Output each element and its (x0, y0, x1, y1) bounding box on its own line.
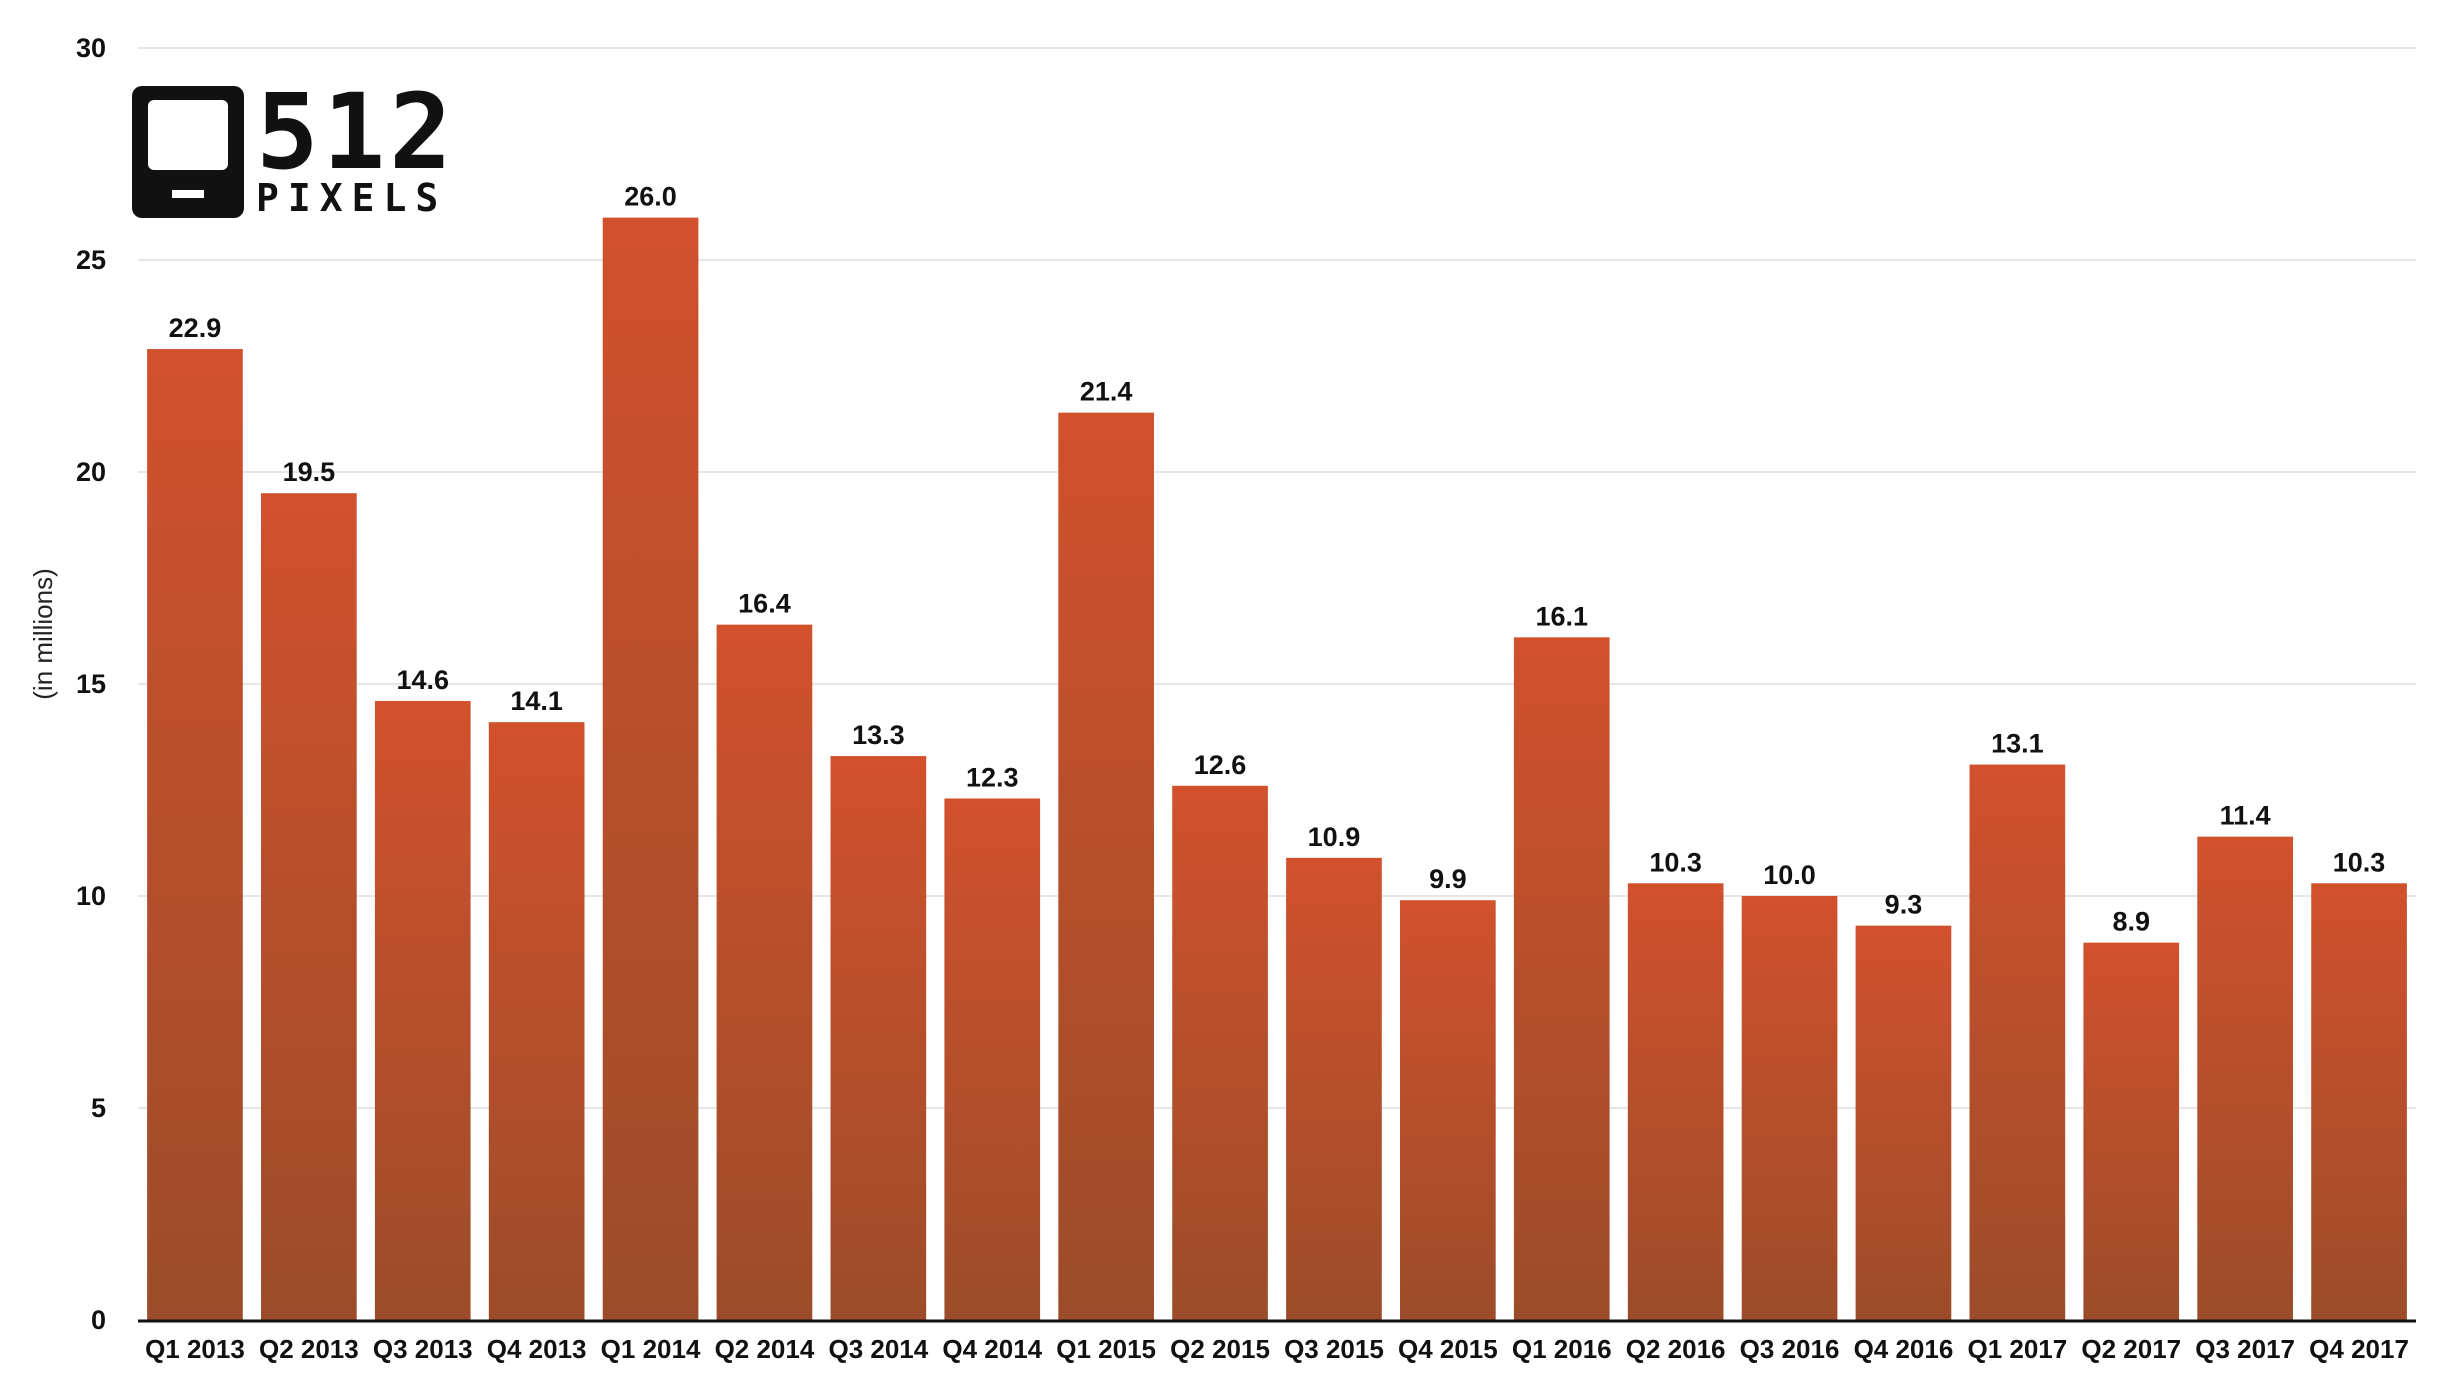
bar (147, 349, 243, 1320)
x-tick-label: Q1 2014 (601, 1334, 701, 1364)
x-axis-ticks: Q1 2013 Q2 2013 Q3 2013 Q4 2013 Q1 2014 Q2 20… (145, 1334, 2409, 1364)
bar-value-label: 16.4 (738, 589, 791, 619)
y-axis-ticks: 0 5 10 15 20 25 30 (76, 33, 106, 1335)
x-tick-label: Q4 2015 (1398, 1334, 1498, 1364)
y-tick-label: 15 (76, 669, 106, 699)
512-pixels-logo: 512 PIXELS (132, 80, 452, 220)
x-tick-label: Q3 2015 (1284, 1334, 1384, 1364)
y-tick-label: 5 (91, 1093, 106, 1123)
x-tick-label: Q4 2013 (487, 1334, 587, 1364)
bar (2083, 942, 2180, 1320)
bar-value-label: 26.0 (624, 182, 677, 212)
bar-value-label: 10.0 (1763, 860, 1816, 890)
bar (830, 756, 927, 1320)
data-labels: 22.9 19.5 14.6 14.1 26.0 16.4 13.3 12.3 21.4 12.6… (169, 182, 2386, 937)
bar (1058, 412, 1154, 1320)
x-tick-label: Q4 2016 (1854, 1334, 1954, 1364)
bar-value-label: 21.4 (1080, 377, 1133, 407)
bar-value-label: 13.1 (1991, 729, 2044, 759)
y-axis-label: (in millions) (28, 568, 58, 699)
x-tick-label: Q3 2014 (828, 1334, 928, 1364)
x-tick-label: Q1 2016 (1512, 1334, 1612, 1364)
x-tick-label: Q2 2013 (259, 1334, 359, 1364)
bar (1969, 764, 2066, 1320)
x-tick-label: Q2 2016 (1626, 1334, 1726, 1364)
bar (1400, 900, 1496, 1320)
x-tick-label: Q2 2017 (2081, 1334, 2181, 1364)
bar-value-label: 14.1 (510, 686, 563, 716)
bar (374, 700, 471, 1320)
bar-value-label: 10.9 (1308, 822, 1361, 852)
monitor-icon (132, 86, 244, 218)
x-tick-label: Q4 2017 (2309, 1334, 2409, 1364)
x-tick-label: Q3 2017 (2195, 1334, 2295, 1364)
bar-value-label: 12.3 (966, 762, 1019, 792)
bar (261, 493, 357, 1320)
bar-value-label: 13.3 (852, 720, 905, 750)
bar-value-label: 9.9 (1429, 864, 1467, 894)
y-tick-label: 10 (76, 881, 106, 911)
bars (147, 217, 2407, 1321)
bar-value-label: 12.6 (1194, 750, 1247, 780)
bar (488, 722, 585, 1320)
y-tick-label: 30 (76, 33, 106, 63)
x-tick-label: Q1 2015 (1056, 1334, 1156, 1364)
bar (1286, 857, 1382, 1320)
bar (1513, 637, 1610, 1320)
bar (1627, 883, 1724, 1320)
y-tick-label: 0 (91, 1305, 106, 1335)
bar (1741, 896, 1838, 1320)
x-tick-label: Q4 2014 (942, 1334, 1042, 1364)
bar-value-label: 10.3 (2333, 847, 2386, 877)
bar-value-label: 16.1 (1535, 601, 1588, 631)
x-tick-label: Q1 2013 (145, 1334, 245, 1364)
bar-value-label: 22.9 (169, 313, 222, 343)
grid-lines (138, 47, 2416, 1109)
x-tick-label: Q2 2015 (1170, 1334, 1270, 1364)
bar-value-label: 10.3 (1649, 847, 1702, 877)
x-tick-label: Q2 2014 (715, 1334, 815, 1364)
bar (716, 624, 813, 1320)
logo-number: 512 (256, 71, 456, 193)
bar (1855, 925, 1952, 1320)
x-tick-label: Q1 2017 (1967, 1334, 2067, 1364)
logo-word: PIXELS (256, 176, 448, 220)
bar (2311, 883, 2407, 1320)
bar (2197, 836, 2293, 1320)
x-tick-label: Q3 2013 (373, 1334, 473, 1364)
bar (944, 798, 1041, 1320)
bar (602, 217, 699, 1321)
y-tick-label: 20 (76, 457, 106, 487)
bar-value-label: 19.5 (283, 457, 336, 487)
bar-value-label: 14.6 (396, 665, 449, 695)
y-tick-label: 25 (76, 245, 106, 275)
bar (1172, 785, 1268, 1320)
bar-value-label: 9.3 (1885, 890, 1923, 920)
bar-value-label: 11.4 (2220, 801, 2271, 831)
bar-value-label: 8.9 (2112, 907, 2150, 937)
x-tick-label: Q3 2016 (1740, 1334, 1840, 1364)
